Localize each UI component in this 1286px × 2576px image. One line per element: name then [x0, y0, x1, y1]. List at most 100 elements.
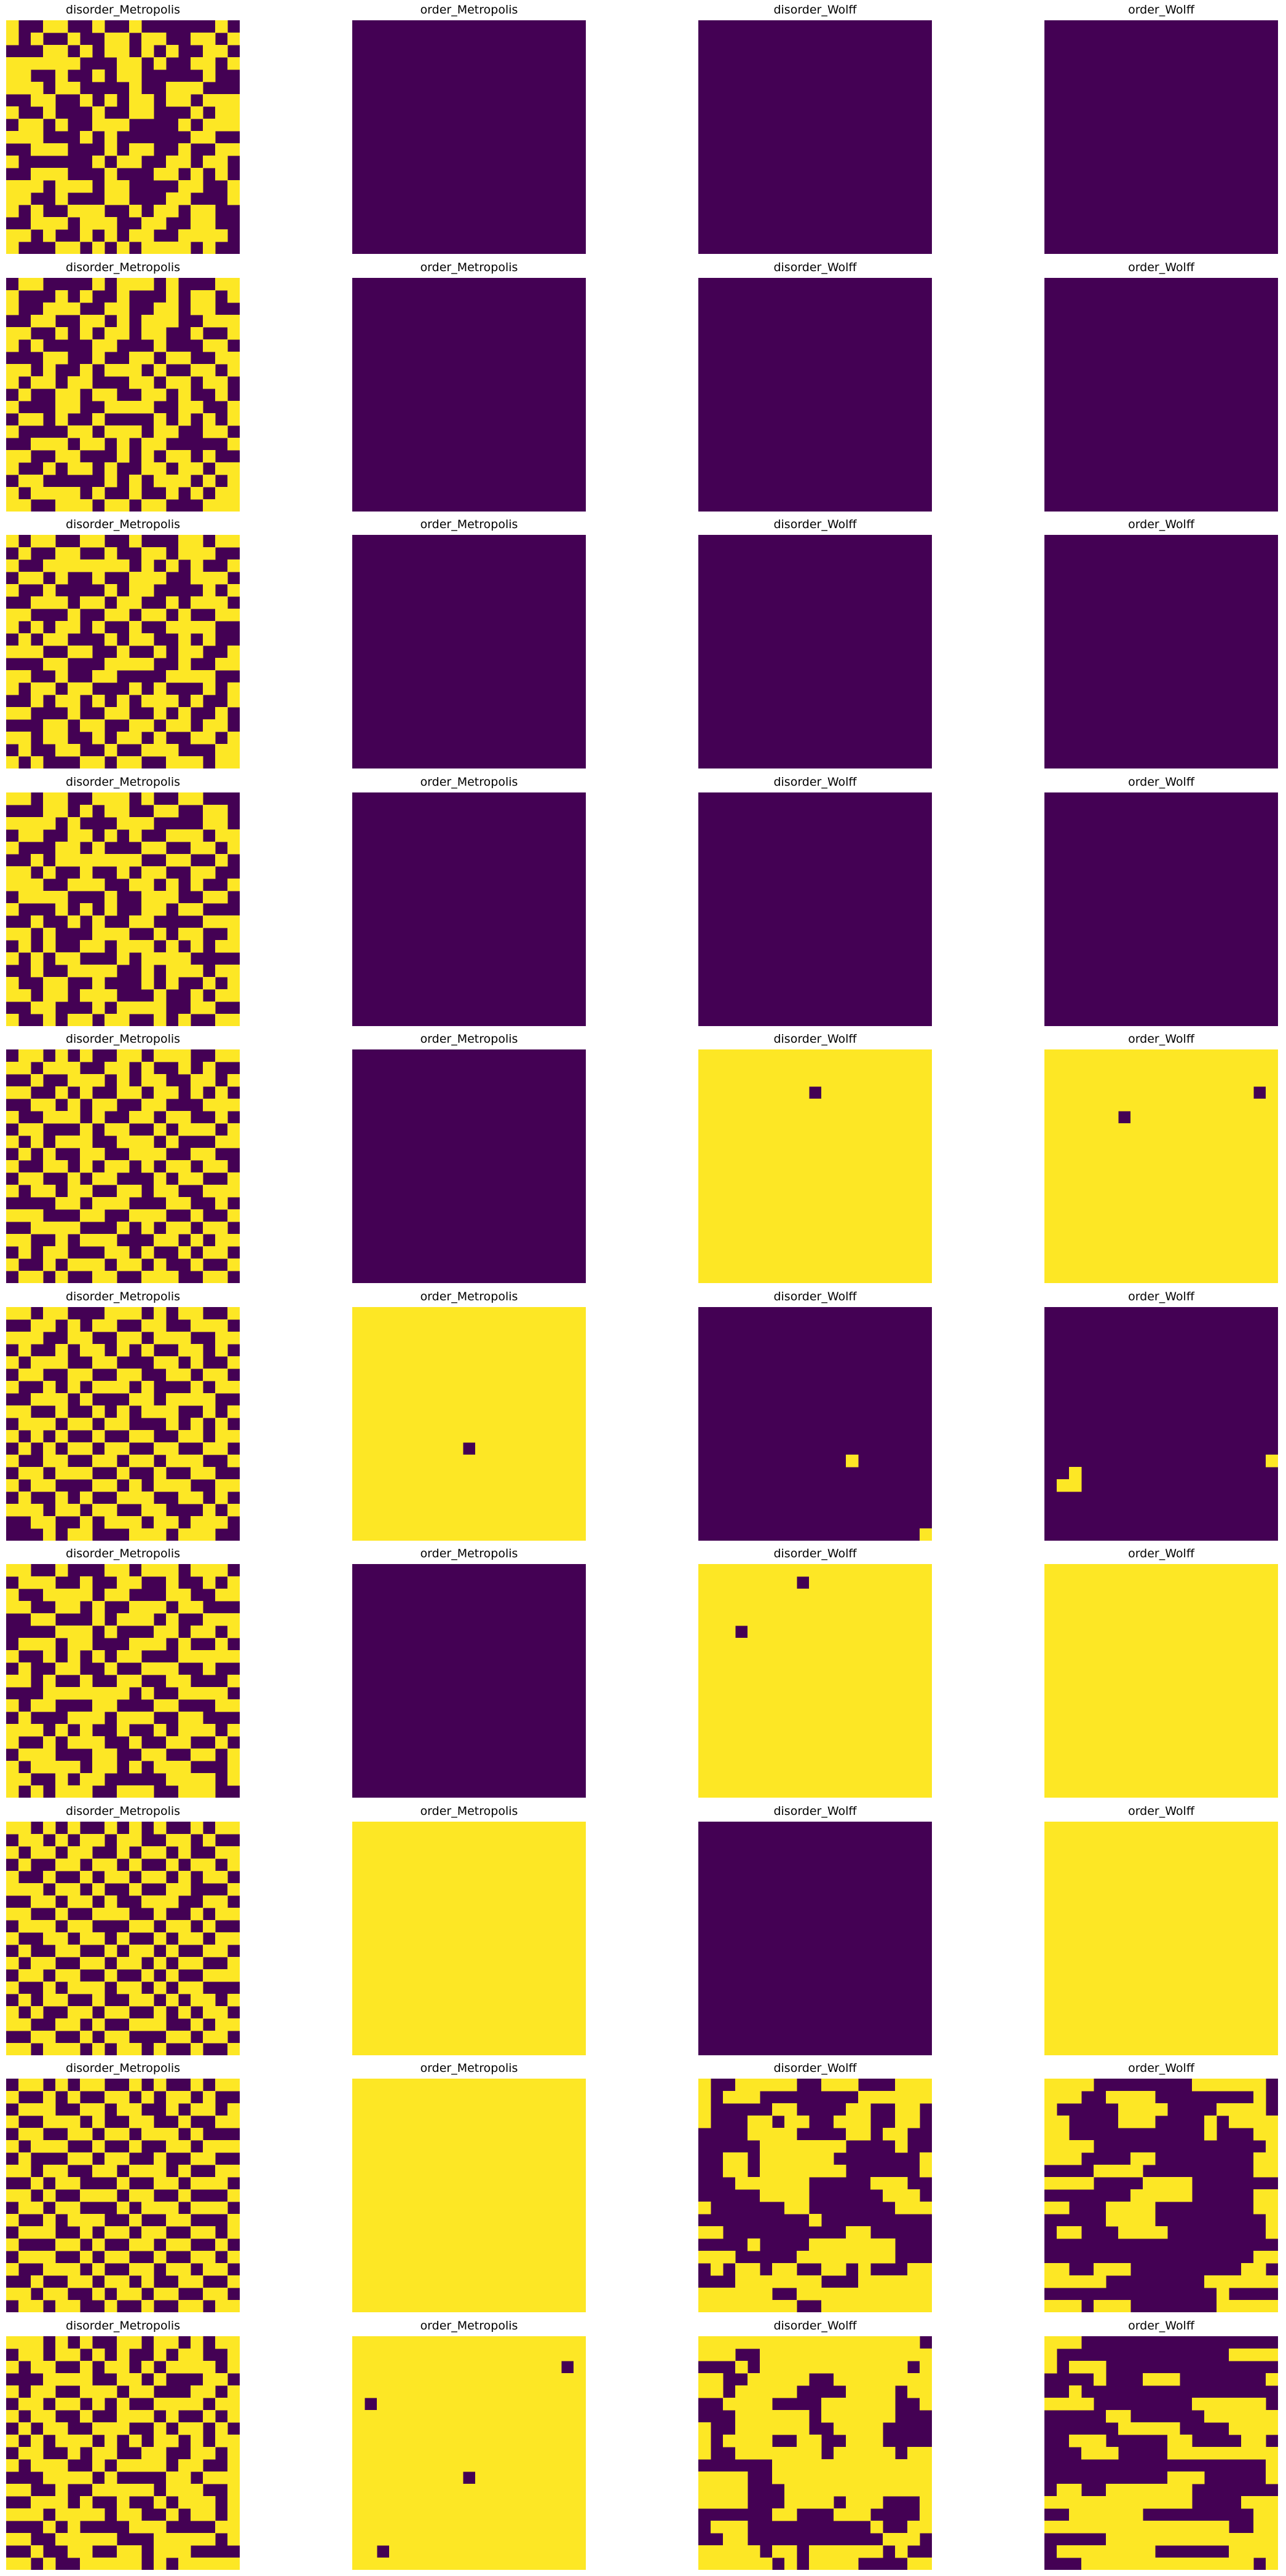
heatmap-cell	[1167, 1234, 1180, 1247]
heatmap-cell	[426, 1430, 439, 1443]
heatmap-cell	[1155, 1197, 1168, 1210]
heatmap-cell	[809, 1197, 822, 1210]
heatmap-cell	[1094, 2263, 1107, 2276]
heatmap-cell	[1204, 1650, 1217, 1663]
heatmap-cell	[401, 1332, 414, 1345]
heatmap-cell	[6, 1699, 19, 1712]
heatmap-cell	[92, 1271, 105, 1283]
heatmap-cell	[6, 1356, 19, 1369]
heatmap-cell	[1057, 1981, 1070, 1994]
heatmap-cell	[426, 2152, 439, 2165]
heatmap-cell	[438, 1405, 451, 1418]
heatmap-cell	[809, 1049, 822, 1062]
heatmap-cell	[141, 965, 154, 978]
heatmap-cell	[68, 1883, 81, 1896]
heatmap-cell	[883, 1185, 896, 1198]
heatmap-cell	[723, 1222, 736, 1235]
heatmap-cell	[154, 413, 167, 426]
heatmap-cell	[1155, 1234, 1168, 1247]
heatmap-cell	[512, 2189, 525, 2202]
heatmap-cell	[1167, 1650, 1180, 1663]
heatmap-cell	[227, 829, 240, 842]
heatmap-cell	[760, 1258, 773, 1271]
heatmap-cell	[117, 1222, 130, 1235]
heatmap-cell	[549, 1883, 562, 1896]
heatmap-cell	[1229, 1675, 1242, 1688]
heatmap-cell	[365, 1945, 377, 1958]
heatmap-cell	[698, 1148, 711, 1161]
panel-title: order_Wolff	[1128, 1032, 1194, 1046]
heatmap-cell	[438, 2214, 451, 2227]
heatmap-cell	[907, 1662, 920, 1675]
heatmap-cell	[1253, 1662, 1266, 1675]
heatmap-cell	[1155, 1049, 1168, 1062]
heatmap-cell	[31, 131, 44, 144]
heatmap-cell	[191, 535, 203, 548]
heatmap-cell	[1143, 2152, 1156, 2165]
heatmap-cell	[1155, 1564, 1168, 1577]
heatmap-cell	[1229, 1099, 1242, 1112]
heatmap-cell	[166, 719, 179, 732]
heatmap-cell	[105, 2189, 117, 2202]
heatmap-cell	[907, 2079, 920, 2092]
heatmap-cell	[227, 842, 240, 855]
heatmap-cell	[1106, 1920, 1119, 1933]
heatmap-cell	[809, 1099, 822, 1112]
heatmap-cell	[512, 1467, 525, 1480]
heatmap-cell	[549, 2226, 562, 2239]
heatmap-cell	[809, 2251, 822, 2264]
heatmap-cell	[365, 1920, 377, 1933]
heatmap-cell	[907, 2202, 920, 2214]
heatmap-cell	[141, 952, 154, 965]
heatmap-cell	[68, 2128, 81, 2141]
heatmap-cell	[1155, 1074, 1168, 1087]
heatmap-cell	[1180, 1148, 1193, 1161]
heatmap-cell	[537, 1883, 550, 1896]
heatmap-cell	[920, 1086, 932, 1099]
heatmap-cell	[1106, 1785, 1119, 1798]
heatmap-cell	[1081, 1209, 1094, 1222]
heatmap-cell	[821, 2263, 834, 2276]
heatmap-cell	[154, 1761, 167, 1774]
heatmap-cell	[1069, 1859, 1082, 1871]
heatmap-cell	[1180, 1748, 1193, 1761]
heatmap-cell	[1180, 1111, 1193, 1124]
heatmap-cell	[920, 1209, 932, 1222]
heatmap-cell	[1044, 1062, 1057, 1075]
heatmap-cell	[31, 1761, 44, 1774]
heatmap-cell	[1044, 1662, 1057, 1675]
heatmap-cell	[191, 82, 203, 95]
heatmap-cell	[92, 413, 105, 426]
heatmap-cell	[784, 1589, 797, 1602]
heatmap-cell	[1192, 1969, 1205, 1982]
heatmap-cell	[154, 168, 167, 181]
heatmap-cell	[215, 2288, 228, 2301]
heatmap-cell	[438, 1895, 451, 1908]
heatmap-cell	[463, 2300, 476, 2312]
heatmap-cell	[883, 1699, 896, 1712]
heatmap-cell	[475, 2251, 488, 2264]
heatmap-cell	[1241, 1785, 1254, 1798]
heatmap-cell	[18, 1994, 31, 2007]
heatmap-cell	[43, 168, 56, 181]
heatmap-cell	[883, 1564, 896, 1577]
heatmap-cell	[105, 2091, 117, 2104]
heatmap-cell	[1081, 1932, 1094, 1945]
heatmap-cell	[227, 119, 240, 132]
heatmap-cell	[1094, 1172, 1107, 1185]
heatmap-cell	[92, 1981, 105, 1994]
heatmap-cell	[821, 1626, 834, 1638]
heatmap-cell	[92, 2214, 105, 2227]
heatmap-cell	[141, 572, 154, 585]
heatmap-cell	[524, 2263, 537, 2276]
heatmap-cell	[92, 1650, 105, 1663]
heatmap-cell	[68, 1736, 81, 1749]
heatmap-cell	[1106, 1822, 1119, 1835]
heatmap-cell	[154, 339, 167, 352]
heatmap-cell	[524, 1822, 537, 1835]
heatmap-cell	[166, 2031, 179, 2044]
heatmap-cell	[377, 1932, 390, 1945]
heatmap-cell	[18, 1344, 31, 1357]
heatmap-cell	[1069, 1222, 1082, 1235]
heatmap-cell	[1229, 1748, 1242, 1761]
